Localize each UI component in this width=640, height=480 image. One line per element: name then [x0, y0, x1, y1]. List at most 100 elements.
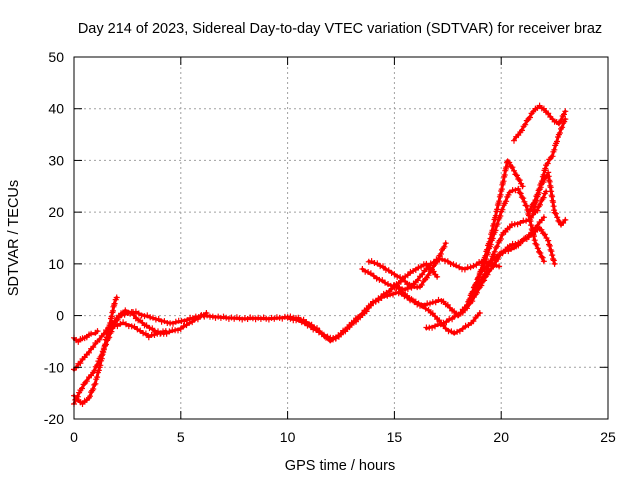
data-point-marker	[454, 328, 461, 335]
data-point-marker	[186, 319, 193, 326]
data-point-marker	[515, 185, 522, 192]
data-point-marker	[134, 326, 141, 333]
data-point-marker	[77, 360, 84, 367]
data-point-marker	[359, 266, 366, 272]
data-point-marker	[487, 235, 494, 242]
series-satellite-pass-15	[511, 102, 569, 144]
data-point-marker	[534, 245, 541, 252]
data-point-marker	[554, 214, 561, 221]
data-point-marker	[411, 283, 418, 290]
data-point-marker	[181, 318, 188, 325]
data-point-marker	[530, 231, 537, 237]
data-point-marker	[515, 242, 522, 249]
data-point-marker	[545, 110, 552, 117]
data-point-marker	[90, 386, 97, 392]
data-point-marker	[513, 172, 520, 179]
data-point-marker	[308, 321, 315, 328]
data-point-marker	[103, 341, 109, 348]
data-point-marker	[520, 195, 527, 202]
data-point-marker	[515, 132, 522, 139]
data-point-marker	[370, 299, 376, 306]
data-point-marker	[111, 300, 118, 307]
data-point-marker	[538, 253, 545, 260]
data-point-marker	[516, 189, 523, 196]
data-point-marker	[506, 224, 513, 231]
data-point-marker	[386, 289, 393, 295]
data-point-marker	[372, 298, 379, 305]
data-point-marker	[480, 260, 487, 267]
data-point-marker	[419, 303, 426, 309]
data-point-marker	[385, 267, 392, 274]
data-point-marker	[444, 258, 451, 265]
data-point-marker	[516, 177, 523, 184]
data-point-marker	[142, 330, 149, 337]
data-point-marker	[418, 282, 425, 288]
data-point-marker	[98, 352, 105, 359]
data-point-marker	[476, 310, 483, 316]
data-point-marker	[383, 289, 390, 296]
data-point-marker	[370, 272, 377, 279]
data-point-marker	[497, 236, 504, 242]
data-point-marker	[380, 263, 386, 270]
data-point-marker	[380, 290, 387, 297]
data-point-marker	[379, 277, 386, 284]
data-point-marker	[482, 252, 489, 259]
data-point-marker	[540, 214, 547, 221]
y-tick-label: 50	[48, 49, 64, 65]
data-point-marker	[105, 325, 112, 332]
data-point-marker	[108, 313, 115, 320]
data-point-marker	[486, 238, 493, 245]
data-point-marker	[434, 273, 441, 280]
data-point-marker	[538, 226, 545, 233]
data-point-marker	[532, 197, 539, 204]
y-tick-label: 40	[48, 101, 64, 117]
data-point-marker	[220, 313, 227, 320]
data-point-marker	[344, 325, 351, 332]
data-point-marker	[494, 243, 501, 250]
grid-lines	[74, 57, 608, 419]
data-point-marker	[512, 187, 519, 194]
y-tick-labels: -20 -10 0 10 20 30 40 50	[44, 49, 64, 427]
data-point-marker	[83, 378, 90, 385]
data-point-marker	[137, 327, 144, 334]
data-point-marker	[177, 326, 184, 332]
y-tick-label: 0	[56, 308, 64, 324]
data-point-marker	[493, 254, 500, 261]
data-point-marker	[327, 337, 334, 344]
data-point-marker	[511, 167, 517, 174]
data-point-marker	[125, 309, 132, 316]
data-point-marker	[236, 315, 243, 322]
data-point-marker	[470, 262, 477, 269]
y-tick-label: -10	[44, 359, 64, 375]
data-point-marker	[551, 209, 558, 216]
data-point-marker	[556, 130, 563, 136]
data-point-marker	[544, 160, 551, 167]
data-point-marker	[263, 315, 270, 322]
data-point-marker	[550, 257, 557, 264]
data-point-marker	[86, 349, 92, 356]
data-point-marker	[538, 217, 545, 224]
data-point-marker	[425, 264, 432, 271]
y-tick-label: -20	[44, 411, 64, 427]
data-point-marker	[332, 335, 339, 342]
data-point-marker	[92, 380, 99, 387]
data-point-marker	[562, 216, 569, 223]
data-point-marker	[397, 274, 404, 281]
data-point-marker	[499, 206, 506, 213]
data-point-marker	[151, 332, 158, 338]
x-tick-label: 15	[387, 429, 403, 445]
data-point-marker	[96, 336, 103, 343]
data-point-marker	[194, 316, 201, 323]
series-satellite-pass-5	[103, 319, 169, 341]
data-point-marker	[519, 238, 526, 245]
data-point-marker	[149, 325, 156, 332]
data-point-marker	[517, 190, 524, 197]
data-point-marker	[546, 242, 553, 249]
chart-title: Day 214 of 2023, Sidereal Day-to-day VTE…	[78, 21, 602, 37]
data-point-marker	[457, 310, 464, 317]
data-point-marker	[537, 184, 544, 191]
data-point-marker	[552, 210, 559, 217]
data-point-marker	[551, 260, 558, 267]
data-point-marker	[363, 306, 370, 313]
data-point-marker	[155, 315, 162, 322]
